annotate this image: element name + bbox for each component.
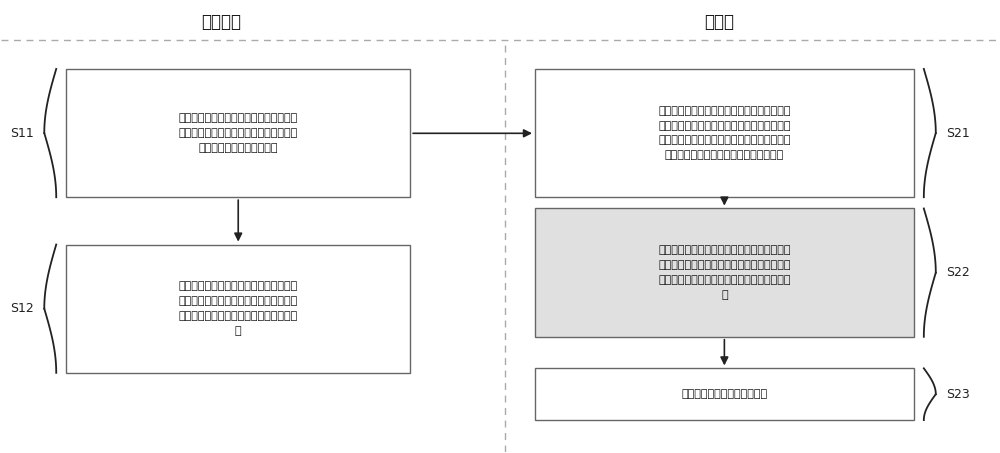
Text: S21: S21 xyxy=(946,126,970,140)
Text: S23: S23 xyxy=(946,388,970,401)
FancyBboxPatch shape xyxy=(535,69,914,197)
Text: S11: S11 xyxy=(11,126,34,140)
Text: 将所确定的状态信息予以公布: 将所确定的状态信息予以公布 xyxy=(681,389,767,399)
FancyBboxPatch shape xyxy=(66,69,410,197)
FancyBboxPatch shape xyxy=(535,208,914,337)
Text: 根据所获取的同一导航终端的各行驶信息和停
车场入口的位置信息确定所述信息终端所对应
的车辆位于所述停车场入口时的第一时间及所
述车辆停入所述停车场车位时的第二时: 根据所获取的同一导航终端的各行驶信息和停 车场入口的位置信息确定所述信息终端所对… xyxy=(658,106,791,160)
Text: 根据用户所设定的起始点和终点，为用户
选定从所述起始点至终点附近的停车场入
口的导航线路，并进行导航: 根据用户所设定的起始点和终点，为用户 选定从所述起始点至终点附近的停车场入 口的… xyxy=(179,113,298,153)
Text: S22: S22 xyxy=(946,266,970,279)
FancyBboxPatch shape xyxy=(66,245,410,373)
FancyBboxPatch shape xyxy=(535,368,914,420)
Text: 根据所确定的两时间的差值落入预设的所述停
车场的空、忙、满的寻车位时间区间中的一个
，来确定所述停车场当前空、忙、满的状态信
息: 根据所确定的两时间的差值落入预设的所述停 车场的空、忙、满的寻车位时间区间中的一… xyxy=(658,246,791,300)
Text: 在导航过程中及导航结束后实时采集所述
用户的行驶信息，并将所采集的行驶信息
和所述停车场入口的位置信息上传至服务
端: 在导航过程中及导航结束后实时采集所述 用户的行驶信息，并将所采集的行驶信息 和所… xyxy=(179,281,298,336)
Text: S12: S12 xyxy=(11,302,34,315)
Text: 服务端: 服务端 xyxy=(704,13,734,31)
Text: 信息终端: 信息终端 xyxy=(201,13,241,31)
